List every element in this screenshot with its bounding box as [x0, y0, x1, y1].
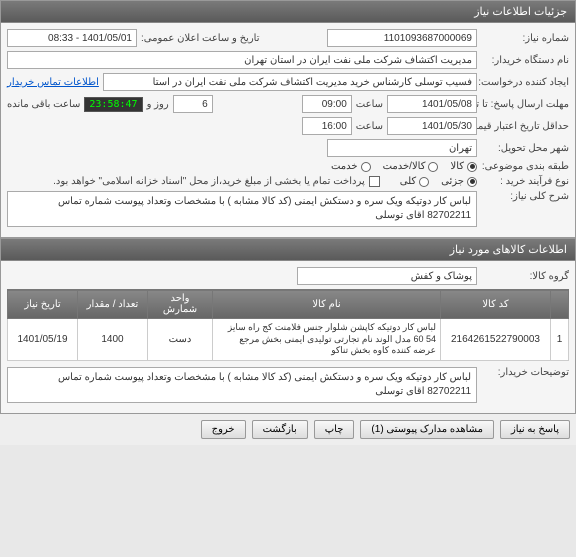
buyer-notes-field: لباس کار دوتیکه ویک سره و دستکش ایمنی (ک… — [7, 367, 477, 403]
deadline-time-field: 09:00 — [302, 95, 352, 113]
cell-code: 2164261522790003 — [441, 319, 551, 361]
cell-date: 1401/05/19 — [8, 319, 78, 361]
print-button[interactable]: چاپ — [314, 420, 355, 439]
radio-dot-icon — [467, 177, 477, 187]
city-label: شهر محل تحویل: — [481, 143, 569, 154]
need-no-label: شماره نیاز: — [481, 33, 569, 44]
timer-label: ساعت باقی مانده — [7, 99, 80, 110]
creator-field: فسیب توسلی کارشناس خرید مدیریت اکتشاف شر… — [103, 73, 477, 91]
panel-body-top: شماره نیاز: 1101093687000069 تاریخ و ساع… — [1, 23, 575, 237]
radio-service[interactable]: خدمت — [331, 161, 371, 172]
table-row[interactable]: 1 2164261522790003 لباس کار دوتیکه کاپشن… — [8, 319, 569, 361]
creator-label: ایجاد کننده درخواست: — [481, 77, 569, 88]
radio-dot-icon — [361, 162, 371, 172]
panel-header-mid: اطلاعات کالاهای مورد نیاز — [1, 239, 575, 261]
city-field: تهران — [327, 139, 477, 157]
deadline-date-field: 1401/05/08 — [387, 95, 477, 113]
org-field: مدیریت اکتشاف شرکت ملی نفت ایران در استا… — [7, 51, 477, 69]
deadline-label: مهلت ارسال پاسخ: تا تاریخ: — [481, 99, 569, 110]
group-label: گروه کالا: — [481, 271, 569, 282]
cell-idx: 1 — [551, 319, 569, 361]
announce-field: 1401/05/01 - 08:33 — [7, 29, 137, 47]
cell-unit: دست — [148, 319, 213, 361]
radio-dot-icon — [419, 177, 429, 187]
treasury-checkbox[interactable] — [369, 176, 380, 187]
group-field: پوشاک و کفش — [297, 267, 477, 285]
contact-link[interactable]: اطلاعات تماس خریدار — [7, 77, 99, 88]
col-unit: واحد شمارش — [148, 290, 213, 319]
col-idx — [551, 290, 569, 319]
exit-button[interactable]: خروج — [201, 420, 246, 439]
buy-radio-group: جزئی کلی — [400, 176, 477, 187]
col-date: تاریخ نیاز — [8, 290, 78, 319]
action-buttons: پاسخ به نیاز مشاهده مدارک پیوستی (1) چاپ… — [0, 414, 576, 445]
need-details-panel: جزئیات اطلاعات نیاز شماره نیاز: 11010936… — [0, 0, 576, 238]
col-qty: تعداد / مقدار — [78, 290, 148, 319]
radio-goods-service[interactable]: کالا/خدمت — [383, 161, 439, 172]
goods-info-panel: اطلاعات کالاهای مورد نیاز گروه کالا: پوش… — [0, 238, 576, 414]
buy-note: پرداخت تمام یا بخشی از مبلغ خرید،از محل … — [53, 176, 365, 187]
org-label: نام دستگاه خریدار: — [481, 55, 569, 66]
class-label: طبقه بندی موضوعی: — [481, 161, 569, 172]
radio-dot-icon — [428, 162, 438, 172]
countdown-timer: 23:58:47 — [84, 97, 142, 112]
radio-goods-service-label: کالا/خدمت — [383, 161, 426, 172]
need-no-field: 1101093687000069 — [327, 29, 477, 47]
col-name: نام کالا — [213, 290, 441, 319]
radio-full[interactable]: کلی — [400, 176, 429, 187]
days-field: 6 — [173, 95, 213, 113]
validity-date-field: 1401/05/30 — [387, 117, 477, 135]
radio-service-label: خدمت — [331, 161, 358, 172]
table-header-row: کد کالا نام کالا واحد شمارش تعداد / مقدا… — [8, 290, 569, 319]
validity-label: حداقل تاریخ اعتبار قیمت: تا تاریخ: — [481, 121, 569, 132]
desc-field: لباس کار دوتیکه ویک سره و دستکش ایمنی (ک… — [7, 191, 477, 227]
cell-name: لباس کار دوتیکه کاپشن شلوار جنس فلامنت ک… — [213, 319, 441, 361]
radio-partial[interactable]: جزئی — [441, 176, 477, 187]
radio-goods[interactable]: کالا — [450, 161, 477, 172]
buyer-notes-label: توضیحات خریدار: — [481, 367, 569, 378]
validity-time-field: 16:00 — [302, 117, 352, 135]
desc-label: شرح کلی نیاز: — [481, 191, 569, 202]
radio-partial-label: جزئی — [441, 176, 464, 187]
radio-goods-label: کالا — [450, 161, 464, 172]
days-label: روز و — [147, 99, 169, 110]
time-label-1: ساعت — [356, 99, 383, 110]
cell-qty: 1400 — [78, 319, 148, 361]
time-label-2: ساعت — [356, 121, 383, 132]
panel-header-top: جزئیات اطلاعات نیاز — [1, 1, 575, 23]
announce-label: تاریخ و ساعت اعلان عمومی: — [141, 33, 260, 44]
attachments-button[interactable]: مشاهده مدارک پیوستی (1) — [360, 420, 494, 439]
class-radio-group: کالا کالا/خدمت خدمت — [331, 161, 477, 172]
radio-dot-icon — [467, 162, 477, 172]
radio-full-label: کلی — [400, 176, 416, 187]
panel-body-mid: گروه کالا: پوشاک و کفش کد کالا نام کالا … — [1, 261, 575, 413]
reply-button[interactable]: پاسخ به نیاز — [500, 420, 570, 439]
goods-table: کد کالا نام کالا واحد شمارش تعداد / مقدا… — [7, 289, 569, 361]
col-code: کد کالا — [441, 290, 551, 319]
buy-label: نوع فرآیند خرید : — [481, 176, 569, 187]
back-button[interactable]: بازگشت — [252, 420, 308, 439]
